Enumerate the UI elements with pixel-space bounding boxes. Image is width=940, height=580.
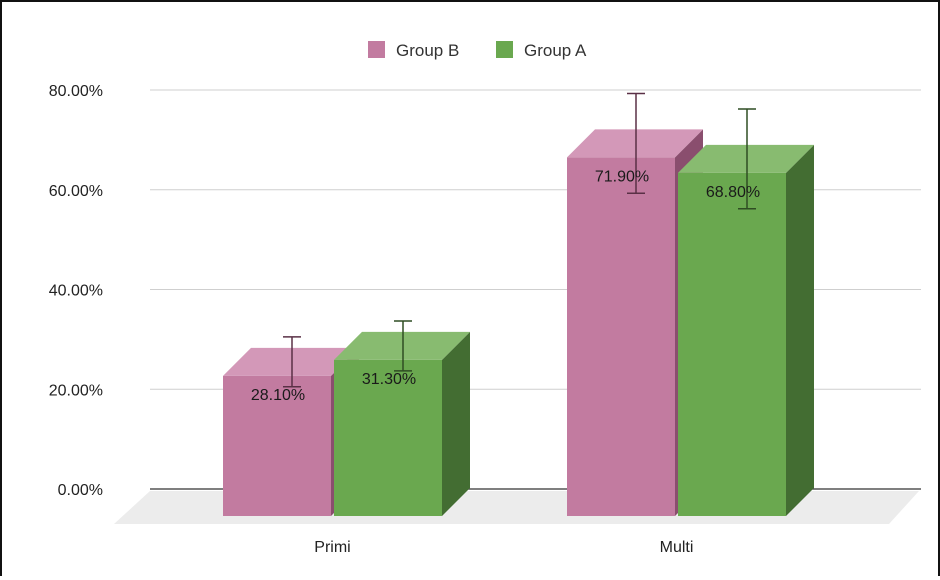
bar-top — [567, 129, 703, 158]
legend-swatch — [368, 41, 385, 58]
bar-top — [678, 144, 814, 173]
bar-front — [334, 359, 442, 516]
y-tick-label: 80.00% — [49, 83, 103, 100]
bar-side — [786, 144, 814, 517]
bar-top — [223, 347, 359, 376]
bar-top — [334, 331, 470, 360]
x-category-label: Multi — [660, 539, 694, 556]
legend-item-group-b: Group B — [368, 41, 459, 60]
bar-front — [223, 375, 331, 516]
bar-front — [567, 157, 675, 516]
error-bar — [283, 336, 301, 388]
legend: Group B Group A — [368, 41, 587, 60]
y-tick-label: 60.00% — [49, 183, 103, 200]
bar-group-a-primi — [334, 331, 470, 516]
x-category-label: Primi — [314, 539, 350, 556]
bar-group-a-multi — [678, 144, 814, 517]
bar-side — [442, 331, 470, 516]
data-label: 68.80% — [706, 184, 760, 201]
bar-group-b-primi — [223, 347, 359, 516]
y-axis-ticks: 0.00% 20.00% 40.00% 60.00% 80.00% — [49, 83, 103, 499]
data-label: 71.90% — [595, 168, 649, 185]
error-bar — [394, 320, 412, 372]
y-tick-label: 40.00% — [49, 283, 103, 300]
data-label: 31.30% — [362, 371, 416, 388]
bar-front — [678, 172, 786, 517]
legend-label: Group B — [396, 41, 459, 60]
data-labels: 28.10% 31.30% 71.90% 68.80% — [251, 168, 760, 403]
y-tick-label: 0.00% — [58, 482, 103, 499]
bars — [223, 129, 814, 517]
legend-swatch — [496, 41, 513, 58]
data-label: 28.10% — [251, 387, 305, 404]
legend-item-group-a: Group A — [496, 41, 587, 60]
error-bar — [738, 108, 756, 210]
error-bar — [627, 92, 645, 195]
y-tick-label: 20.00% — [49, 382, 103, 399]
x-axis-categories: Primi Multi — [314, 539, 693, 556]
legend-label: Group A — [524, 41, 587, 60]
error-bars — [283, 92, 756, 388]
